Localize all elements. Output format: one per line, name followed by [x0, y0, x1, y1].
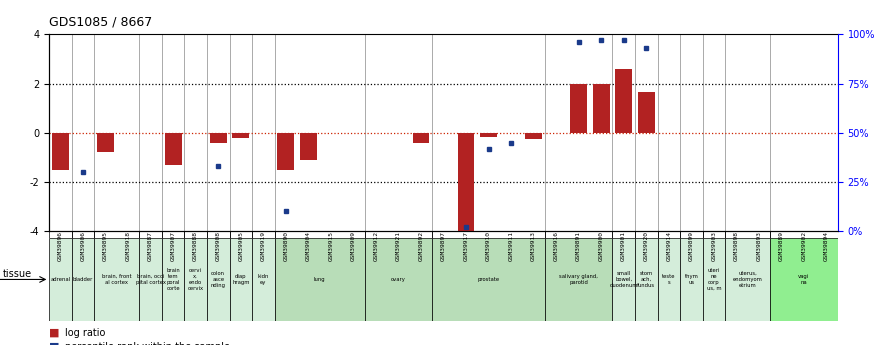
- Bar: [232, 133, 249, 138]
- Bar: [49, 238, 72, 321]
- Text: tissue: tissue: [3, 269, 32, 279]
- Text: GSM39893: GSM39893: [756, 231, 762, 262]
- Text: brain
tem
poral
corte: brain tem poral corte: [167, 268, 180, 290]
- Text: ■: ■: [49, 342, 60, 345]
- Text: thym
us: thym us: [685, 274, 698, 285]
- Text: GSM39894: GSM39894: [824, 231, 829, 262]
- Text: GSM39895: GSM39895: [103, 231, 108, 262]
- Bar: [458, 133, 475, 231]
- Text: GSM39888: GSM39888: [194, 231, 198, 262]
- Text: stom
ach,
fundus: stom ach, fundus: [637, 271, 655, 288]
- Text: GSM39917: GSM39917: [463, 231, 469, 262]
- Bar: [613, 238, 635, 321]
- Text: GSM39907: GSM39907: [170, 231, 176, 262]
- Bar: [165, 133, 182, 165]
- Text: log ratio: log ratio: [65, 328, 106, 338]
- Text: GSM39898: GSM39898: [734, 231, 739, 262]
- Text: colon
asce
nding: colon asce nding: [211, 271, 226, 288]
- Text: GSM39892: GSM39892: [418, 231, 424, 262]
- Text: uteri
ne
corp
us, m: uteri ne corp us, m: [707, 268, 721, 290]
- Text: GSM39918: GSM39918: [125, 231, 131, 262]
- Bar: [300, 133, 317, 160]
- Text: GSM39909: GSM39909: [351, 231, 356, 262]
- Text: small
bowel,
duodenum: small bowel, duodenum: [609, 271, 638, 288]
- Bar: [545, 238, 613, 321]
- Bar: [593, 83, 609, 133]
- Bar: [635, 238, 658, 321]
- Text: GSM39914: GSM39914: [667, 231, 671, 262]
- Bar: [412, 133, 429, 143]
- Text: lung: lung: [314, 277, 325, 282]
- Text: GSM39902: GSM39902: [801, 231, 806, 262]
- Text: GSM39891: GSM39891: [576, 231, 582, 262]
- Text: GSM39910: GSM39910: [486, 231, 491, 262]
- Bar: [278, 133, 294, 170]
- Text: GSM39916: GSM39916: [554, 231, 559, 262]
- Bar: [525, 133, 542, 139]
- Bar: [570, 83, 587, 133]
- Text: GSM39889: GSM39889: [779, 231, 784, 262]
- Bar: [365, 238, 432, 321]
- Text: teste
s: teste s: [662, 274, 676, 285]
- Bar: [725, 238, 771, 321]
- Text: GDS1085 / 8667: GDS1085 / 8667: [49, 15, 152, 28]
- Bar: [658, 238, 680, 321]
- Bar: [616, 69, 633, 133]
- Text: cervi
x,
endo
cervix: cervi x, endo cervix: [187, 268, 203, 290]
- Text: GSM39908: GSM39908: [216, 231, 220, 262]
- Text: GSM39897: GSM39897: [441, 231, 446, 262]
- Text: prostate: prostate: [478, 277, 500, 282]
- Bar: [97, 133, 114, 152]
- Bar: [52, 133, 69, 170]
- Text: percentile rank within the sample: percentile rank within the sample: [65, 342, 230, 345]
- Bar: [274, 238, 365, 321]
- Bar: [162, 238, 185, 321]
- Bar: [72, 238, 94, 321]
- Bar: [252, 238, 274, 321]
- Text: GSM39890: GSM39890: [283, 231, 289, 262]
- Text: bladder: bladder: [73, 277, 93, 282]
- Text: adrenal: adrenal: [50, 277, 71, 282]
- Bar: [229, 238, 252, 321]
- Text: GSM39906: GSM39906: [81, 231, 86, 262]
- Text: GSM39900: GSM39900: [599, 231, 604, 262]
- Text: kidn
ey: kidn ey: [258, 274, 269, 285]
- Text: brain, occi
pital cortex: brain, occi pital cortex: [135, 274, 166, 285]
- Text: GSM39896: GSM39896: [58, 231, 63, 262]
- Text: GSM39899: GSM39899: [689, 231, 694, 262]
- Text: GSM39887: GSM39887: [148, 231, 153, 262]
- Text: GSM39913: GSM39913: [531, 231, 536, 262]
- Bar: [94, 238, 140, 321]
- Bar: [771, 238, 838, 321]
- Text: brain, front
al cortex: brain, front al cortex: [102, 274, 132, 285]
- Text: vagi
na: vagi na: [798, 274, 810, 285]
- Text: GSM39911: GSM39911: [509, 231, 513, 262]
- Bar: [432, 238, 545, 321]
- Text: ■: ■: [49, 328, 60, 338]
- Bar: [207, 238, 229, 321]
- Text: GSM39905: GSM39905: [238, 231, 244, 262]
- Bar: [680, 238, 702, 321]
- Text: ovary: ovary: [391, 277, 406, 282]
- Text: salivary gland,
parotid: salivary gland, parotid: [559, 274, 599, 285]
- Bar: [702, 238, 725, 321]
- Bar: [140, 238, 162, 321]
- Bar: [185, 238, 207, 321]
- Bar: [210, 133, 227, 143]
- Text: GSM39919: GSM39919: [261, 231, 266, 262]
- Text: GSM39903: GSM39903: [711, 231, 717, 262]
- Text: GSM39912: GSM39912: [374, 231, 378, 262]
- Text: GSM39901: GSM39901: [621, 231, 626, 262]
- Text: GSM39904: GSM39904: [306, 231, 311, 262]
- Bar: [638, 92, 655, 133]
- Text: GSM39921: GSM39921: [396, 231, 401, 262]
- Text: GSM39915: GSM39915: [328, 231, 333, 262]
- Text: GSM39920: GSM39920: [643, 231, 649, 262]
- Text: diap
hragm: diap hragm: [232, 274, 249, 285]
- Text: uterus,
endomyom
etrium: uterus, endomyom etrium: [733, 271, 762, 288]
- Bar: [480, 133, 497, 137]
